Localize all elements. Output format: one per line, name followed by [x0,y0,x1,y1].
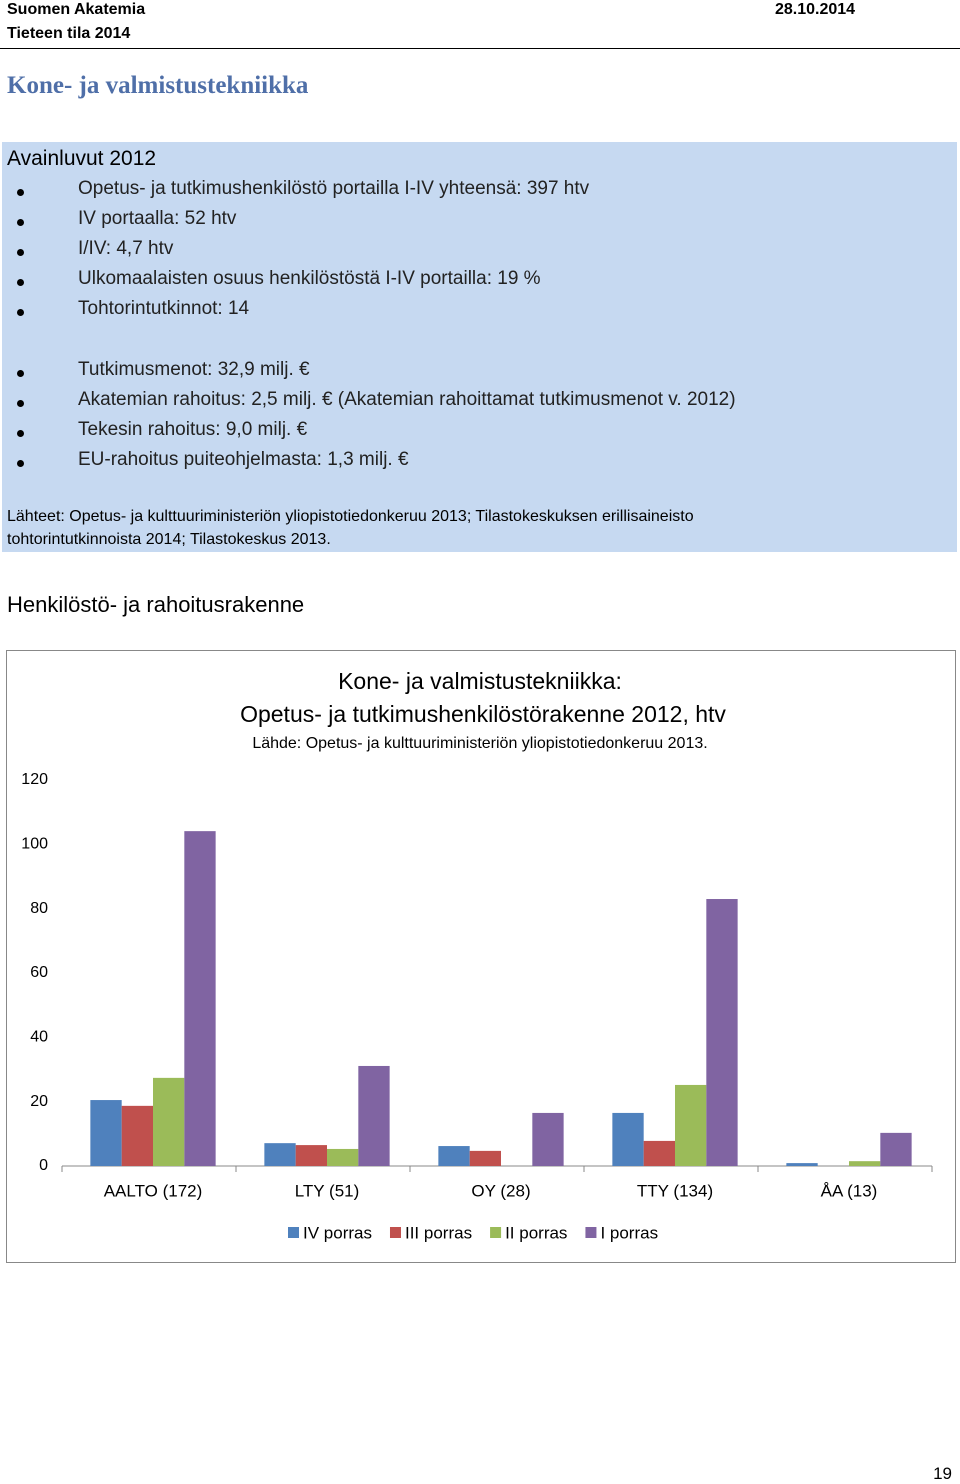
legend-swatch [585,1227,597,1238]
bar [90,1100,122,1166]
bullet [17,249,24,256]
bar [612,1112,644,1166]
legend-swatch [288,1227,299,1238]
x-tick-label: OY (28) [471,1181,530,1200]
key-figure: Tekesin rahoitus: 9,0 milj. € [78,419,308,440]
y-tick-label: 40 [30,1029,48,1046]
x-tick-label: AALTO (172) [104,1181,203,1200]
key-figure: EU-rahoitus puiteohjelmasta: 1,3 milj. € [78,449,409,470]
bullet [17,309,24,316]
key-figure: Tutkimusmenot: 32,9 milj. € [78,359,310,380]
bullet [17,430,24,437]
key-figure: I/IV: 4,7 htv [78,238,174,259]
bar [327,1148,359,1166]
bullet [17,189,24,196]
legend-label: IV porras [303,1223,372,1242]
x-tick-label: LTY (51) [295,1181,360,1200]
bar [184,831,216,1166]
chart-frame [6,650,956,1263]
section-heading: Henkilöstö- ja rahoitusrakenne [7,592,305,617]
key-figure: Tohtorintutkinnot: 14 [78,298,250,319]
chart-subtitle: Lähde: Opetus- ja kulttuuriministeriön y… [252,735,707,752]
chart-title: Kone- ja valmistustekniikka: [338,668,622,694]
bullet [17,370,24,377]
bar [295,1145,327,1166]
bullet [17,460,24,467]
y-tick-label: 80 [30,900,48,917]
key-figure: Ulkomaalaisten osuus henkilöstöstä I-IV … [78,268,541,289]
bar [264,1143,296,1166]
bullet [17,219,24,226]
bullet [17,400,24,407]
bar [438,1146,470,1166]
key-figures-heading: Avainluvut 2012 [7,147,157,170]
bar [121,1105,153,1166]
bar [358,1065,390,1166]
legend-label: I porras [600,1223,658,1242]
y-tick-label: 100 [21,836,48,853]
bar [532,1112,564,1166]
x-tick-label: TTY (134) [637,1181,713,1200]
key-figures-box [2,142,957,552]
header-date: 28.10.2014 [775,1,856,18]
bar [786,1163,818,1166]
page-title: Kone- ja valmistustekniikka [7,72,309,99]
legend-swatch [389,1227,401,1238]
bar [675,1084,707,1166]
bar [880,1132,912,1166]
header-organization: Suomen Akatemia [7,1,146,18]
x-tick-label: ÅA (13) [821,1181,878,1200]
header-rule [0,48,960,49]
chart-title: Opetus- ja tutkimushenkilöstörakenne 201… [240,701,726,727]
sources: Lähteet: Opetus- ja kulttuuriministeriön… [7,508,694,548]
bullet [17,279,24,286]
bar [849,1161,881,1166]
y-tick-label: 0 [39,1157,48,1174]
bar [643,1140,675,1166]
page-number: 19 [933,1464,952,1483]
y-tick-label: 120 [21,771,48,788]
key-figure: Opetus- ja tutkimushenkilöstö portailla … [78,178,590,199]
key-figure: IV portaalla: 52 htv [78,208,237,229]
chart: Kone- ja valmistustekniikka: Opetus- ja … [21,668,933,1242]
y-tick-label: 20 [30,1093,48,1110]
header-report: Tieteen tila 2014 [7,25,131,42]
legend-label: II porras [505,1223,567,1242]
legend-swatch [490,1227,502,1238]
bar [469,1150,501,1166]
bar [706,899,738,1166]
key-figure: Akatemian rahoitus: 2,5 milj. € (Akatemi… [78,389,736,410]
legend-label: III porras [405,1223,472,1242]
y-tick-label: 60 [30,964,48,981]
bar [153,1077,185,1166]
